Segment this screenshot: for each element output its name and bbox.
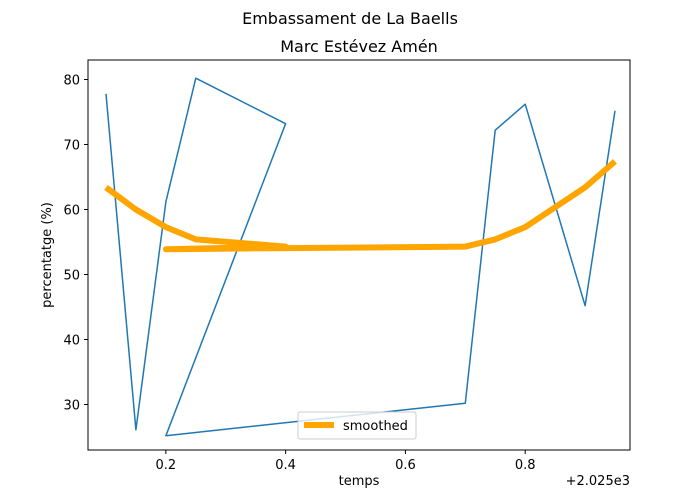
- x-axis: 0.2 0.4 0.6 0.8: [156, 450, 536, 473]
- x-tick-label: 0.4: [275, 458, 296, 473]
- x-tick-label: 0.6: [395, 458, 416, 473]
- x-tick-label: 0.2: [156, 458, 177, 473]
- x-tick-label: 0.8: [515, 458, 536, 473]
- y-tick-label: 30: [63, 399, 80, 414]
- series-line-0: [105, 77, 616, 437]
- plot-frame: [87, 59, 631, 451]
- chart-subtitle: Marc Estévez Amén: [280, 37, 438, 56]
- y-tick-label: 40: [63, 334, 80, 349]
- series-line-smoothed: [104, 159, 617, 253]
- y-axis: 30 40 50 60 70 80: [63, 74, 88, 414]
- x-offset-label: +2.025e3: [566, 474, 630, 489]
- legend: smoothed: [297, 411, 417, 440]
- chart-title: Embassament de La Baells: [242, 9, 458, 28]
- y-tick-label: 50: [63, 269, 80, 284]
- y-tick-label: 60: [63, 204, 80, 219]
- y-axis-label: percentatge (%): [40, 202, 55, 308]
- legend-label-smoothed: smoothed: [343, 419, 408, 434]
- x-axis-label: temps: [339, 474, 380, 489]
- legend-box: [297, 411, 417, 440]
- y-tick-label: 70: [63, 139, 80, 154]
- plot-area: [104, 77, 617, 437]
- y-tick-label: 80: [63, 74, 80, 89]
